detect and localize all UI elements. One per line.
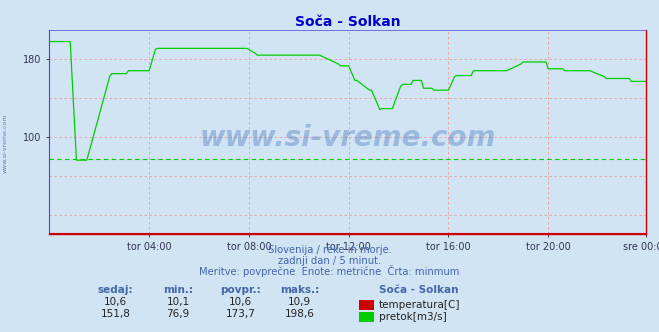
- Text: zadnji dan / 5 minut.: zadnji dan / 5 minut.: [278, 256, 381, 266]
- Text: min.:: min.:: [163, 285, 193, 295]
- Text: 198,6: 198,6: [285, 309, 315, 319]
- Text: 10,9: 10,9: [288, 297, 312, 307]
- Text: 173,7: 173,7: [225, 309, 256, 319]
- Text: temperatura[C]: temperatura[C]: [379, 300, 461, 310]
- Text: 10,1: 10,1: [166, 297, 190, 307]
- Text: povpr.:: povpr.:: [220, 285, 261, 295]
- Text: maks.:: maks.:: [280, 285, 320, 295]
- Text: Slovenija / reke in morje.: Slovenija / reke in morje.: [268, 245, 391, 255]
- Title: Soča - Solkan: Soča - Solkan: [295, 15, 401, 29]
- Text: Meritve: povprečne  Enote: metrične  Črta: minmum: Meritve: povprečne Enote: metrične Črta:…: [199, 265, 460, 277]
- Text: Soča - Solkan: Soča - Solkan: [379, 285, 459, 295]
- Text: 10,6: 10,6: [103, 297, 127, 307]
- Text: 76,9: 76,9: [166, 309, 190, 319]
- Text: pretok[m3/s]: pretok[m3/s]: [379, 312, 447, 322]
- Text: 151,8: 151,8: [100, 309, 130, 319]
- Text: www.si-vreme.com: www.si-vreme.com: [200, 124, 496, 152]
- Text: www.si-vreme.com: www.si-vreme.com: [3, 113, 8, 173]
- Text: sedaj:: sedaj:: [98, 285, 133, 295]
- Text: 10,6: 10,6: [229, 297, 252, 307]
